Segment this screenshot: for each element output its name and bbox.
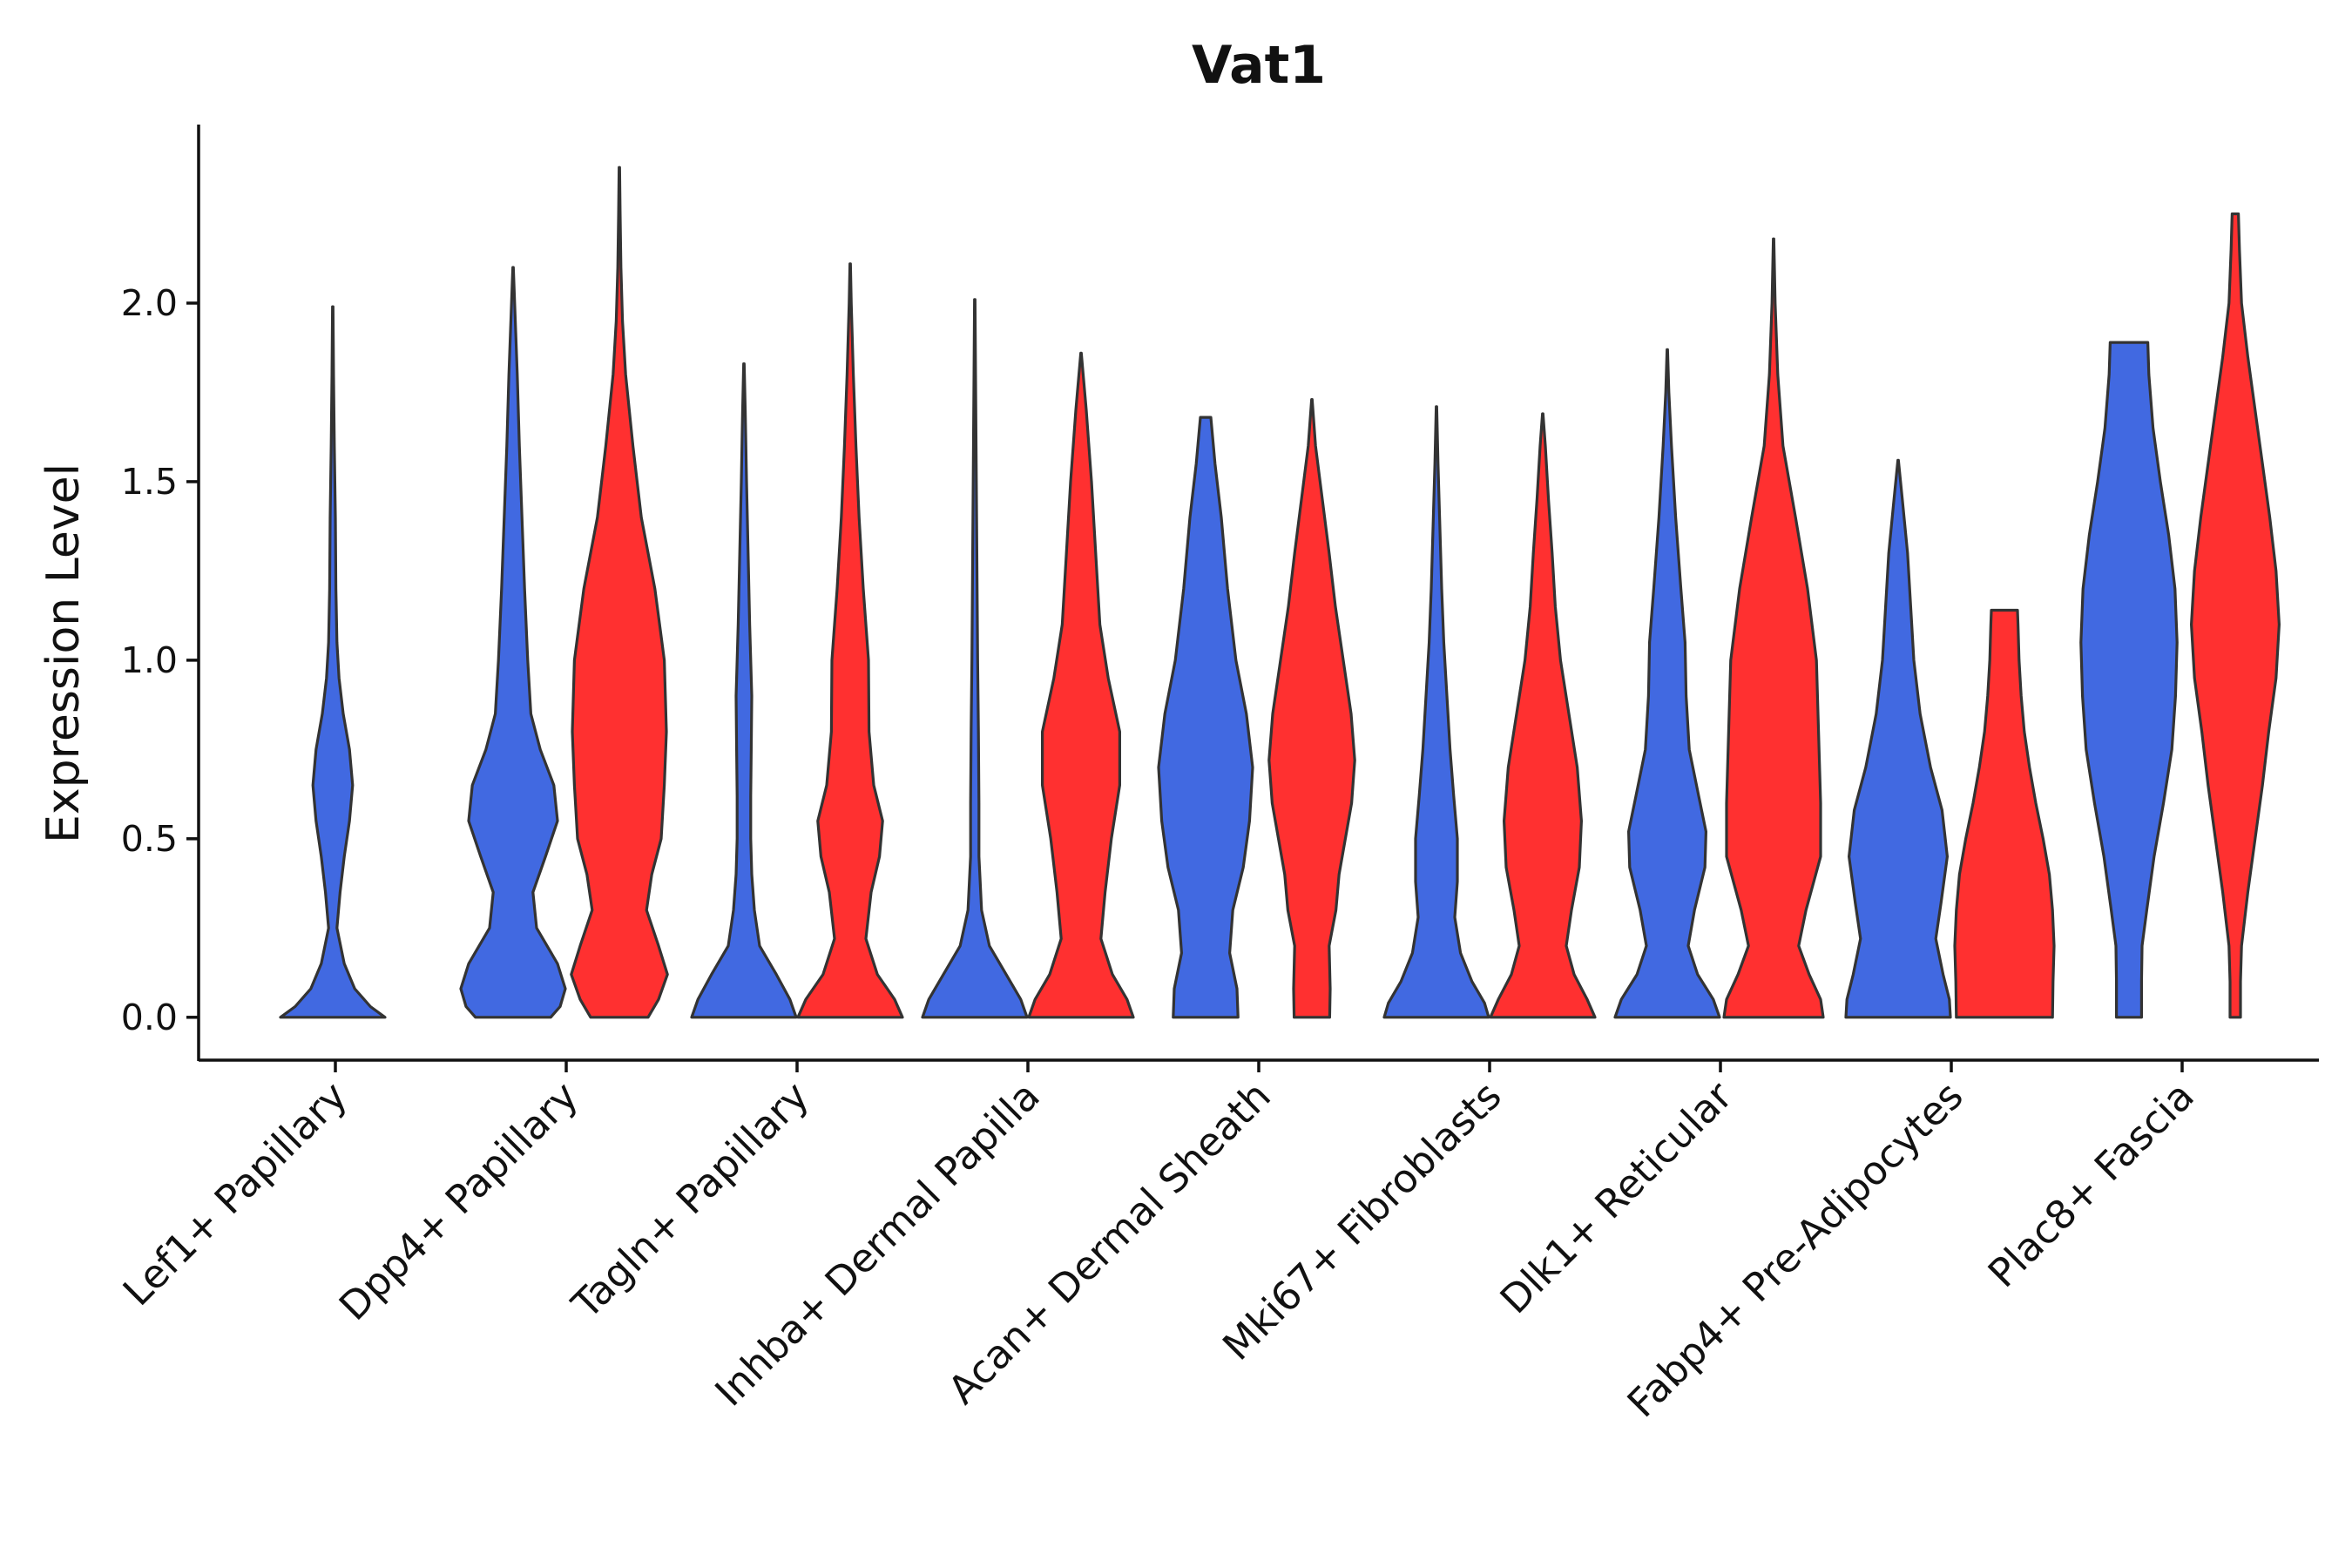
- violin-inhba-dermal-papilla-group-1: [921, 298, 1029, 1019]
- y-tick-label: 1.5: [121, 461, 178, 503]
- y-ticks: 0.0 0.5 1.0 1.5 2.0: [121, 282, 199, 1038]
- x-tick-label-dlk1-reticular: Dlk1+ Reticular: [1491, 1072, 1741, 1322]
- violin-fabp4-pre-adipocytes-group-2: [1953, 608, 2056, 1019]
- violin-tagln-papillary-group-2: [796, 262, 904, 1019]
- violin-dpp4-papillary-group-2: [570, 166, 669, 1019]
- x-tick-label-dpp4-papillary: Dpp4+ Papillary: [330, 1072, 587, 1329]
- violin-acan-dermal-sheath-group-1: [1157, 416, 1254, 1019]
- y-tick-label: 1.0: [121, 639, 178, 681]
- violin-dlk1-reticular-group-1: [1613, 348, 1721, 1019]
- x-tick-label-plac8-fascia: Plac8+ Fascia: [1979, 1072, 2203, 1296]
- violin-tagln-papillary-group-1: [690, 362, 798, 1019]
- violin-dlk1-reticular-group-2: [1722, 237, 1825, 1019]
- violin-lef1-papillary-group-1: [279, 305, 387, 1019]
- x-tick-label-tagln-papillary: Tagln+ Papillary: [563, 1072, 818, 1328]
- y-tick-label: 2.0: [121, 282, 178, 324]
- y-tick-label: 0.0: [121, 997, 178, 1038]
- y-tick-label: 0.5: [121, 818, 178, 860]
- violin-inhba-dermal-papilla-group-2: [1027, 351, 1135, 1019]
- chart-title: Vat1: [1192, 35, 1326, 96]
- violin-plac8-fascia-group-1: [2079, 341, 2179, 1019]
- violin-fabp4-pre-adipocytes-group-1: [1844, 458, 1952, 1019]
- y-axis-label: Expression Level: [37, 463, 90, 843]
- violin-dpp4-papillary-group-1: [459, 266, 567, 1019]
- x-tick-label-lef1-papillary: Lef1+ Papillary: [114, 1072, 356, 1315]
- violin-mki67-fibroblasts-group-1: [1382, 405, 1490, 1019]
- violin-mki67-fibroblasts-group-2: [1489, 412, 1597, 1019]
- violin-plac8-fascia-group-2: [2190, 212, 2281, 1019]
- violins-layer: [279, 166, 2281, 1019]
- violin-acan-dermal-sheath-group-2: [1267, 398, 1356, 1019]
